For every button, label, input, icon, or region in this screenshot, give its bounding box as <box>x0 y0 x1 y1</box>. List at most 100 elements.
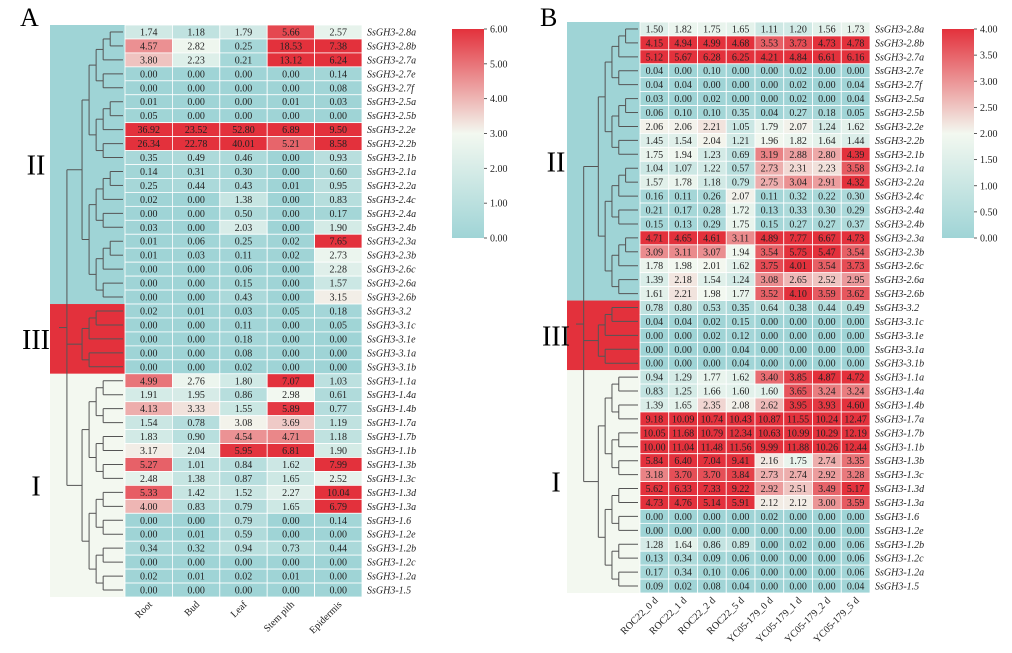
cell-value: 2.92 <box>818 470 836 481</box>
cell-value: 1.75 <box>646 150 664 161</box>
cell-value: 0.79 <box>235 502 253 513</box>
cell-value: 0.03 <box>646 94 664 105</box>
cell-value: 0.00 <box>818 345 836 356</box>
clade-label-I: I <box>31 471 40 502</box>
cell-value: 7.38 <box>330 41 348 52</box>
cell-value: 0.37 <box>847 219 865 230</box>
cell-value: 0.00 <box>235 111 253 122</box>
cell-value: 0.90 <box>187 432 205 443</box>
cell-value: 10.00 <box>643 442 666 453</box>
gene-label: SsGH3-2.8a <box>875 24 924 35</box>
cell-value: 0.04 <box>732 359 750 370</box>
cell-value: 3.28 <box>847 470 865 481</box>
panel-b-label: B <box>540 3 557 32</box>
cell-value: 1.19 <box>330 418 348 429</box>
cell-value: 0.13 <box>761 206 779 217</box>
cell-value: 0.00 <box>330 586 348 597</box>
cell-value: 11.48 <box>701 442 723 453</box>
cell-value: 4.71 <box>646 233 664 244</box>
cell-value: 4.61 <box>703 233 721 244</box>
cell-value: 1.18 <box>187 27 205 38</box>
cell-value: 1.90 <box>330 446 348 457</box>
cell-value: 1.65 <box>674 400 692 411</box>
cell-value: 1.22 <box>703 164 721 175</box>
colorbar-tick-label: 6.00 <box>490 25 508 36</box>
cell-value: 2.23 <box>818 164 836 175</box>
cell-value: 0.34 <box>674 568 692 579</box>
gene-label: SsGH3-1.6 <box>875 512 919 523</box>
cell-value: 0.00 <box>187 586 205 597</box>
cell-value: 5.47 <box>818 247 836 258</box>
cell-value: 1.07 <box>674 164 692 175</box>
cell-value: 0.44 <box>330 544 348 555</box>
cell-value: 7.04 <box>703 456 721 467</box>
colorbar-tick-label: 4.00 <box>980 25 998 36</box>
cell-value: 3.73 <box>789 38 807 49</box>
cell-value: 2.74 <box>818 456 836 467</box>
cell-value: 0.00 <box>703 80 721 91</box>
cell-value: 1.29 <box>674 373 692 384</box>
cell-value: 0.00 <box>282 111 300 122</box>
cell-value: 0.86 <box>235 390 253 401</box>
gene-label: SsGH3-2.2b <box>875 136 924 147</box>
cell-value: 0.00 <box>732 66 750 77</box>
cell-value: 0.83 <box>646 387 664 398</box>
cell-value: 0.02 <box>703 331 721 342</box>
cell-value: 0.01 <box>187 530 205 541</box>
column-label: Bud <box>183 599 203 619</box>
cell-value: 0.15 <box>761 219 779 230</box>
cell-value: 0.05 <box>847 108 865 119</box>
cell-value: 2.91 <box>818 178 836 189</box>
cell-value: 10.26 <box>816 442 839 453</box>
gene-label: SsGH3-2.6a <box>875 275 924 286</box>
gene-label: SsGH3-2.8b <box>875 38 924 49</box>
cell-value: 3.40 <box>761 373 779 384</box>
cell-value: 1.24 <box>818 122 836 133</box>
cell-value: 1.83 <box>140 432 158 443</box>
cell-value: 0.53 <box>703 303 721 314</box>
clade-label-I: I <box>551 468 560 499</box>
cell-value: 0.00 <box>282 265 300 276</box>
cell-value: 0.00 <box>674 359 692 370</box>
gene-label: SsGH3-2.6b <box>367 293 416 304</box>
cell-value: 3.53 <box>761 38 779 49</box>
gene-label: SsGH3-1.2e <box>367 530 416 541</box>
heatmap-cell <box>314 582 363 598</box>
cell-value: 2.06 <box>674 122 692 133</box>
cell-value: 0.00 <box>674 526 692 537</box>
cell-value: 0.17 <box>646 568 664 579</box>
cell-value: 1.55 <box>235 404 253 415</box>
cell-value: 2.98 <box>282 390 300 401</box>
cell-value: 0.00 <box>330 572 348 583</box>
cell-value: 1.96 <box>761 136 779 147</box>
cell-value: 0.29 <box>703 219 721 230</box>
cell-value: 3.24 <box>818 387 836 398</box>
cell-value: 0.43 <box>235 181 253 192</box>
cell-value: 1.77 <box>703 373 721 384</box>
cell-value: 3.95 <box>789 400 807 411</box>
cell-value: 2.52 <box>818 275 836 286</box>
cell-value: 1.79 <box>235 27 253 38</box>
cell-value: 5.62 <box>646 484 664 495</box>
cell-value: 3.85 <box>789 373 807 384</box>
cell-value: 0.00 <box>187 195 205 206</box>
cell-value: 0.00 <box>789 526 807 537</box>
panel-a-heatmap: A 1.74 1.18 1.79 5.66 2.57 4.57 2.82 0.25 18.53 7… <box>20 3 508 636</box>
cell-value: 1.18 <box>330 432 348 443</box>
cell-value: 0.00 <box>818 540 836 551</box>
cell-value: 12.47 <box>844 414 867 425</box>
cell-value: 0.00 <box>732 512 750 523</box>
cell-value: 0.49 <box>847 303 865 314</box>
cell-value: 5.27 <box>140 460 158 471</box>
cell-value: 0.00 <box>140 530 158 541</box>
cell-value: 7.99 <box>330 460 348 471</box>
cell-value: 6.61 <box>818 52 836 63</box>
cell-value: 0.00 <box>235 69 253 80</box>
cell-value: 0.00 <box>187 279 205 290</box>
colorbar-tick-label: 1.50 <box>980 155 998 166</box>
gene-label: SsGH3-1.3a <box>367 502 416 513</box>
cell-value: 0.00 <box>789 359 807 370</box>
cell-value: 0.17 <box>330 209 348 220</box>
cell-value: 0.30 <box>235 167 253 178</box>
cell-value: 0.60 <box>330 167 348 178</box>
